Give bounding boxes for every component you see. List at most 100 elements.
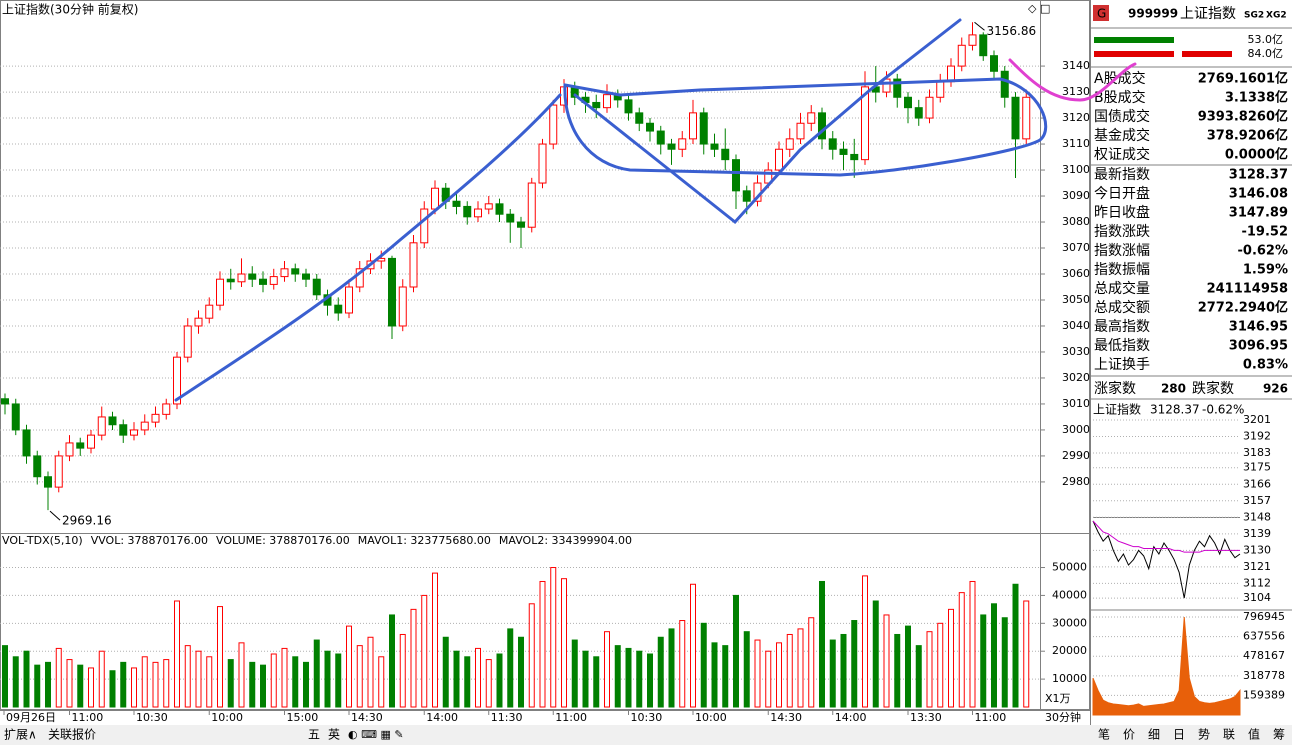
y-tick-label: 2990 [1062, 449, 1090, 462]
y-tick-label: 3110 [1062, 137, 1090, 150]
side-tab[interactable]: 日 [1173, 728, 1185, 742]
side-tab[interactable]: 细 [1148, 728, 1160, 742]
ime-button[interactable]: 五 [308, 728, 320, 742]
volume-bar [324, 650, 331, 708]
volume-bar [356, 645, 363, 708]
flow-bar [1094, 51, 1174, 57]
side-tab[interactable]: 势 [1198, 728, 1210, 742]
quote-label: 指数振幅 [1094, 262, 1150, 278]
volume-bar [485, 659, 492, 708]
chart-frame [0, 0, 1090, 710]
indicator-label: MAVOL1: 323775680.00 [358, 534, 491, 547]
quote-label: 总成交量 [1094, 280, 1150, 297]
x-tick-label: 14:30 [770, 711, 802, 724]
y-tick-label: 3120 [1062, 111, 1090, 124]
x-tick-label: 11:00 [72, 711, 104, 724]
candle-body [237, 273, 246, 283]
candle-body [420, 208, 429, 244]
candle-body [484, 203, 493, 210]
window-icons[interactable]: ◇ □ [1028, 2, 1050, 15]
candle-body [635, 112, 644, 124]
quote-label: 最低指数 [1094, 338, 1150, 354]
quote-label: 指数涨跌 [1094, 224, 1150, 240]
candle-body [388, 257, 396, 327]
mini-y-tick-label: 3121 [1243, 560, 1271, 573]
flow-bar [1182, 51, 1232, 57]
range-annotation [563, 77, 1048, 177]
volume-bar [539, 580, 546, 708]
volume-bar [410, 608, 417, 708]
breadth-value: 926 [1263, 382, 1288, 396]
volume-bar [518, 636, 524, 708]
quote-value: 2769.1601亿 [1198, 71, 1288, 87]
y-tick-label: 3010 [1062, 397, 1090, 410]
side-tab[interactable]: 价 [1123, 728, 1135, 742]
volume-bar [883, 614, 890, 708]
volume-bar [335, 653, 342, 708]
mini-vol-tick-label: 796945 [1243, 610, 1285, 623]
side-tab[interactable]: 值 [1248, 727, 1260, 742]
side-tab[interactable]: 联 [1223, 728, 1235, 742]
volume-bar [442, 636, 449, 708]
candle-body [850, 153, 859, 161]
volume-bar [862, 575, 868, 708]
volume-bar [991, 603, 997, 708]
y-tick-label: 30000 [1052, 616, 1087, 629]
y-tick-label: 2980 [1062, 475, 1090, 488]
x-tick-label: 15:00 [287, 711, 319, 724]
mini-vol-tick-label: 478167 [1243, 649, 1285, 662]
volume-bar [571, 639, 578, 708]
toolbar-button[interactable]: 扩展∧ [4, 728, 37, 742]
side-tab[interactable]: 筹 [1273, 728, 1285, 742]
candle-body [302, 273, 310, 280]
high-label: 3156.86 [987, 24, 1037, 38]
volume-bar [346, 625, 352, 708]
volume-bar [399, 633, 406, 708]
quote-label: 指数涨幅 [1094, 243, 1150, 259]
volume-bar [1001, 617, 1008, 708]
breadth-label: 涨家数 [1094, 380, 1136, 397]
candle-body [656, 130, 665, 145]
volume-bar [915, 645, 922, 708]
candle-body [861, 86, 869, 161]
candle-body [291, 268, 300, 275]
candle-body [398, 286, 407, 327]
volume-bar [292, 656, 299, 708]
y-tick-label: 3030 [1062, 345, 1090, 358]
quote-tag: XG2 [1266, 11, 1287, 21]
breadth-value: 280 [1161, 382, 1186, 396]
quote-icon: G [1097, 7, 1106, 21]
volume-bar [905, 625, 911, 708]
mini-last: 3128.37 [1150, 403, 1200, 417]
quote-value: 241114958 [1207, 282, 1288, 297]
x-tick-label: 13:30 [910, 711, 942, 724]
ime-button[interactable]: 英 [328, 728, 340, 742]
volume-bar [464, 656, 471, 708]
quote-label: 上证换手 [1094, 356, 1150, 373]
y-tick-label: 3060 [1062, 267, 1090, 280]
quote-value: 378.9206亿 [1207, 128, 1288, 144]
x-tick-label: 11:00 [975, 711, 1007, 724]
period-button[interactable]: 30分钟 [1045, 710, 1081, 724]
volume-bar [303, 661, 309, 708]
side-tab[interactable]: 笔 [1098, 727, 1110, 742]
volume-bar [700, 622, 707, 708]
volume-bar [174, 600, 180, 708]
volume-bar [184, 645, 191, 708]
volume-bar [969, 580, 976, 708]
candle-body [839, 148, 848, 155]
volume-bar [958, 592, 965, 708]
candle-body [431, 187, 439, 210]
indicator-label: VVOL: 378870176.00 [91, 534, 208, 547]
y-tick-label: 50000 [1052, 561, 1087, 574]
toolbar-button[interactable]: 关联报价 [48, 727, 96, 742]
volume-bar [937, 622, 944, 708]
x-tick-label: 09月26日 [6, 711, 56, 724]
volume-bar [34, 664, 41, 708]
mini-vol-tick-label: 159389 [1243, 688, 1285, 701]
candle-body [882, 78, 891, 93]
intraday-line [1092, 520, 1241, 599]
candle-body [699, 112, 708, 145]
volume-bar [625, 647, 632, 708]
